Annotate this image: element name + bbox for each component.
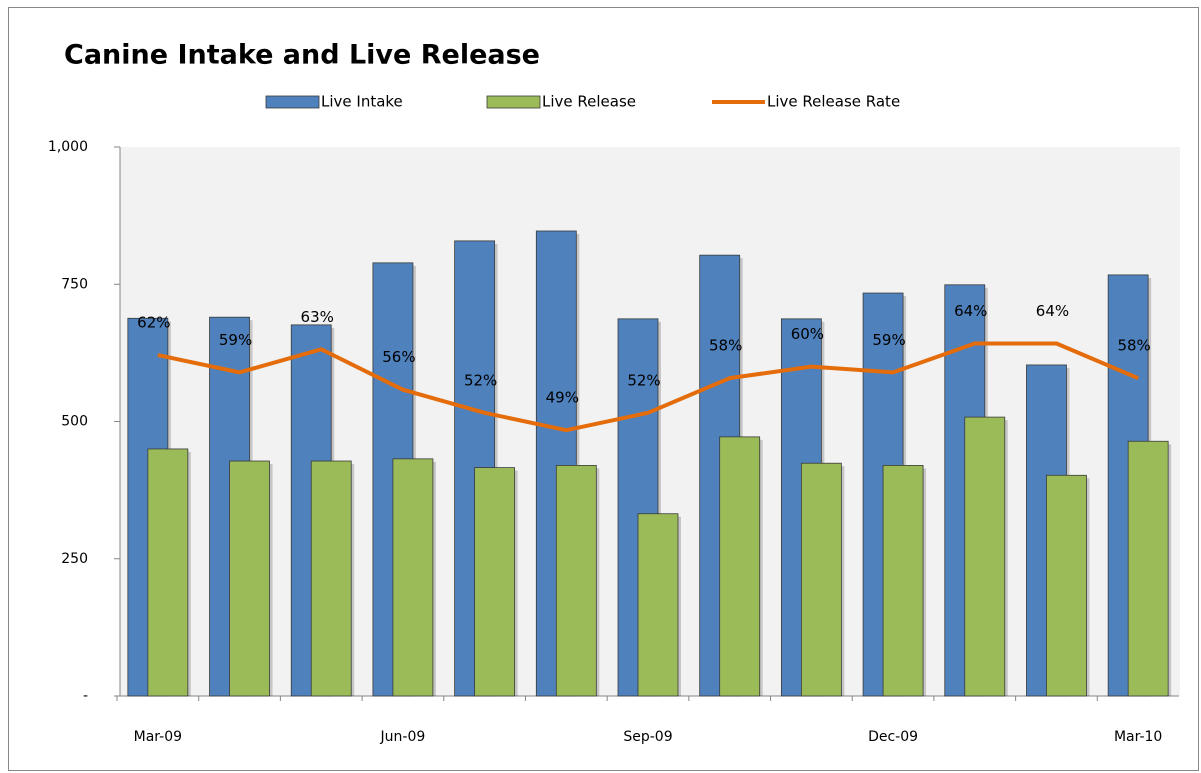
x-tick-label: Jun-09 [380, 729, 426, 745]
y-tick-label: - [83, 688, 88, 704]
x-tick-label: Sep-09 [623, 729, 672, 745]
y-tick-label: 500 [61, 414, 88, 430]
legend-swatch [486, 95, 541, 109]
data-label: 58% [1117, 337, 1150, 355]
bar [964, 416, 1006, 697]
y-tick-label: 1,000 [48, 139, 88, 155]
bar [800, 462, 842, 697]
data-label: 59% [219, 331, 252, 349]
data-label: 58% [709, 337, 742, 355]
bar [1127, 440, 1169, 697]
bar [310, 460, 352, 697]
y-tick-label: 250 [61, 551, 88, 567]
x-tick-label: Mar-09 [134, 729, 182, 745]
rate-line [157, 341, 1139, 433]
bar [392, 458, 434, 697]
data-label: 49% [546, 389, 579, 407]
legend-label: Live Intake [321, 93, 403, 111]
data-label: 60% [791, 325, 824, 343]
data-label: 64% [954, 302, 987, 320]
x-tick-label: Mar-10 [1114, 729, 1162, 745]
y-tick-label: 750 [61, 276, 88, 292]
legend-label: Live Release Rate [767, 93, 900, 111]
x-tick-label: Dec-09 [868, 729, 918, 745]
bar [882, 465, 924, 697]
chart-title: Canine Intake and Live Release [64, 40, 540, 71]
bar [637, 513, 679, 697]
bar [229, 460, 270, 697]
bar [474, 467, 516, 697]
data-label: 56% [382, 348, 415, 366]
legend-label: Live Release [542, 93, 636, 111]
data-label: 52% [627, 371, 660, 389]
data-label: 52% [464, 371, 497, 389]
data-label: 59% [872, 331, 905, 349]
data-label: 62% [137, 314, 170, 332]
bar [147, 448, 189, 697]
bar [555, 465, 597, 697]
bar [1046, 474, 1087, 697]
data-label: 64% [1036, 302, 1069, 320]
bar [719, 436, 761, 697]
legend-swatch [265, 95, 320, 109]
data-label: 63% [301, 308, 334, 326]
